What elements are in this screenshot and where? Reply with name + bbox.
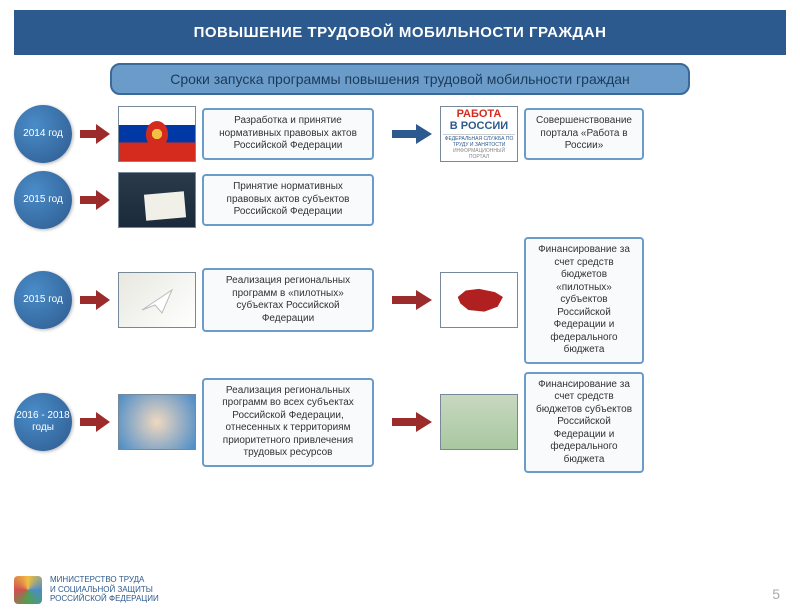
arrow-red-icon <box>390 411 434 433</box>
side-text: Финансирование за счет средств бюджетов … <box>536 379 632 465</box>
year-label: 2015 год <box>23 294 63 306</box>
image-documents <box>118 172 196 228</box>
arrow-red-icon <box>78 123 112 145</box>
emblem-icon <box>146 121 168 147</box>
portal-line2: В РОССИИ <box>450 120 508 132</box>
image-russia-map <box>440 272 518 328</box>
side-text-box: Финансирование за счет средств бюджетов … <box>524 372 644 474</box>
image-hands <box>118 394 196 450</box>
page-header: ПОВЫШЕНИЕ ТРУДОВОЙ МОБИЛЬНОСТИ ГРАЖДАН <box>14 10 786 55</box>
year-circle: 2016 - 2018 годы <box>14 393 72 451</box>
year-circle: 2015 год <box>14 171 72 229</box>
footer-line3: РОССИЙСКОЙ ФЕДЕРАЦИИ <box>50 594 159 604</box>
arrow-blue-icon <box>390 123 434 145</box>
main-text: Принятие нормативных правовых актов субъ… <box>227 181 350 217</box>
year-label: 2015 год <box>23 194 63 206</box>
side-text-box: Финансирование за счет средств бюджетов … <box>524 237 644 364</box>
flow-content: 2014 год Разработка и принятие нормативн… <box>0 105 800 473</box>
arrow-red-icon <box>390 289 434 311</box>
subtitle-text: Сроки запуска программы повышения трудов… <box>170 71 630 87</box>
flow-row: 2015 год Реализация региональных програм… <box>14 237 786 364</box>
flow-row: 2014 год Разработка и принятие нормативн… <box>14 105 786 163</box>
side-text: Финансирование за счет средств бюджетов … <box>538 244 630 355</box>
year-circle: 2014 год <box>14 105 72 163</box>
paper-plane-icon <box>137 285 177 315</box>
footer-line2: И СОЦИАЛЬНОЙ ЗАЩИТЫ <box>50 585 159 595</box>
arrow-red-icon <box>78 411 112 433</box>
main-text-box: Реализация региональных программ в «пило… <box>202 268 374 332</box>
header-title: ПОВЫШЕНИЕ ТРУДОВОЙ МОБИЛЬНОСТИ ГРАЖДАН <box>194 24 607 41</box>
footer-line1: МИНИСТЕРСТВО ТРУДА <box>50 575 159 585</box>
side-text-box: Совершенствование портала «Работа в Росс… <box>524 108 644 160</box>
image-portal: РАБОТА В РОССИИ ФЕДЕРАЛЬНАЯ СЛУЖБА ПО ТР… <box>440 106 518 162</box>
side-group: Финансирование за счет средств бюджетов … <box>384 372 644 474</box>
image-money <box>440 394 518 450</box>
arrow-red-icon <box>78 189 112 211</box>
side-group: РАБОТА В РОССИИ ФЕДЕРАЛЬНАЯ СЛУЖБА ПО ТР… <box>384 106 644 162</box>
flow-row: 2016 - 2018 годы Реализация региональных… <box>14 372 786 474</box>
main-text: Реализация региональных программ во всех… <box>222 385 354 459</box>
year-label: 2016 - 2018 годы <box>14 410 72 434</box>
side-text: Совершенствование портала «Работа в Росс… <box>536 115 632 151</box>
main-text: Разработка и принятие нормативных правов… <box>219 115 357 151</box>
portal-sub: ФЕДЕРАЛЬНАЯ СЛУЖБА ПО ТРУДУ И ЗАНЯТОСТИ <box>443 134 515 148</box>
subtitle-banner: Сроки запуска программы повышения трудов… <box>110 63 690 95</box>
portal-line1: РАБОТА <box>457 108 502 120</box>
year-label: 2014 год <box>23 128 63 140</box>
main-text-box: Разработка и принятие нормативных правов… <box>202 108 374 160</box>
image-flag <box>118 106 196 162</box>
main-text-box: Принятие нормативных правовых актов субъ… <box>202 174 374 226</box>
image-paper-plane <box>118 272 196 328</box>
year-circle: 2015 год <box>14 271 72 329</box>
flow-row: 2015 год Принятие нормативных правовых а… <box>14 171 786 229</box>
ministry-logo-icon <box>14 576 42 604</box>
main-text-box: Реализация региональных программ во всех… <box>202 378 374 467</box>
main-text: Реализация региональных программ в «пило… <box>226 275 350 324</box>
arrow-red-icon <box>78 289 112 311</box>
portal-tag: ИНФОРМАЦИОННЫЙ ПОРТАЛ <box>443 148 515 160</box>
side-group: Финансирование за счет средств бюджетов … <box>384 237 644 364</box>
